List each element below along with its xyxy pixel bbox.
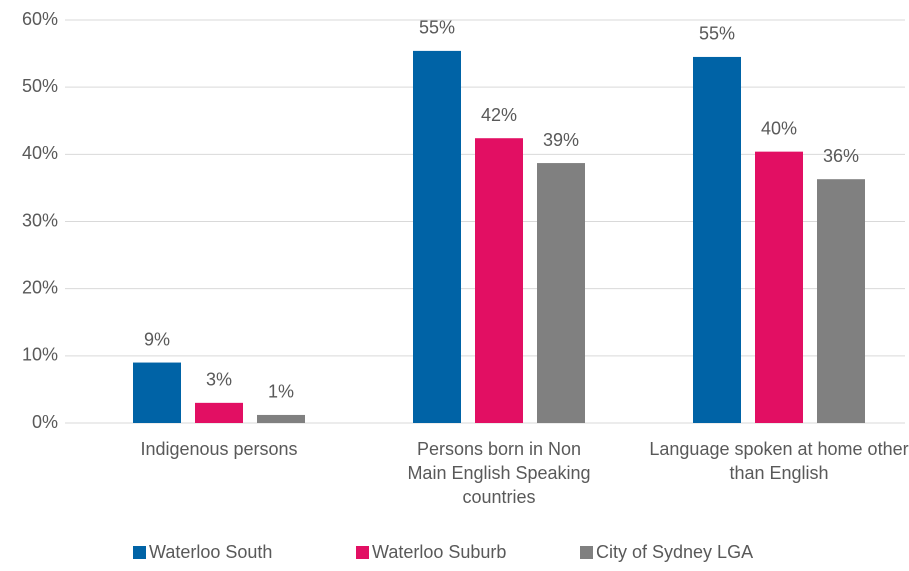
legend-swatch	[580, 546, 593, 559]
bar	[693, 56, 741, 424]
bar	[475, 138, 523, 424]
y-tick-label: 30%	[22, 210, 58, 230]
legend-label: Waterloo Suburb	[372, 542, 506, 562]
data-label: 42%	[481, 105, 517, 125]
bar	[755, 151, 803, 423]
legend-label: Waterloo South	[149, 542, 272, 562]
data-label: 3%	[206, 370, 232, 390]
y-tick-label: 60%	[22, 9, 58, 29]
data-label: 40%	[761, 118, 797, 138]
legend-swatch	[356, 546, 369, 559]
bar	[195, 402, 243, 423]
legend-swatch	[133, 546, 146, 559]
x-tick-label: Indigenous persons	[140, 439, 298, 459]
y-tick-label: 0%	[32, 412, 58, 432]
data-label: 39%	[543, 130, 579, 150]
bar	[537, 163, 585, 423]
y-tick-label: 40%	[22, 143, 58, 163]
legend-label: City of Sydney LGA	[596, 542, 753, 562]
bar	[413, 50, 461, 423]
data-label: 9%	[144, 329, 170, 349]
x-tick-label: Language spoken at home other than Engli…	[649, 439, 909, 483]
data-label: 36%	[823, 146, 859, 166]
data-label: 55%	[419, 18, 455, 38]
y-tick-label: 20%	[22, 277, 58, 297]
y-tick-label: 10%	[22, 345, 58, 365]
bar	[257, 414, 305, 423]
x-tick-label: Persons born in Non Main English Speakin…	[407, 439, 591, 507]
y-tick-label: 50%	[22, 76, 58, 96]
bar	[133, 362, 181, 423]
data-label: 55%	[699, 24, 735, 44]
bar	[817, 179, 865, 423]
data-label: 1%	[268, 382, 294, 402]
